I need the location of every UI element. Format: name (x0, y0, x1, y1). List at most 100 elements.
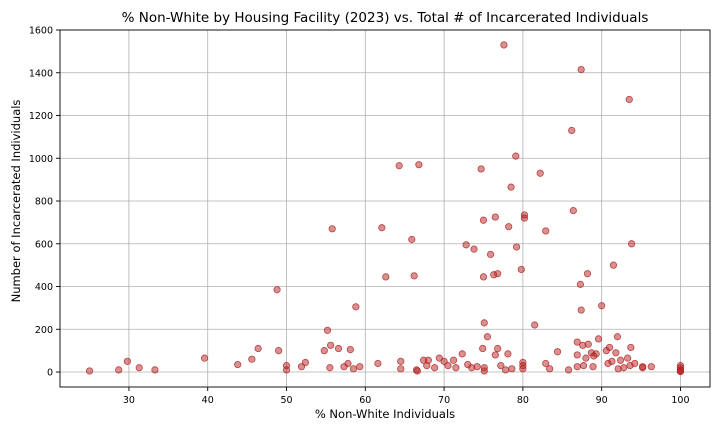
data-point (273, 286, 281, 294)
data-point (431, 364, 439, 372)
data-point (605, 343, 614, 352)
y-tick-label: 200 (35, 325, 53, 336)
y-tick-label: 800 (35, 197, 53, 208)
data-point (639, 364, 647, 372)
data-point (410, 272, 418, 280)
data-point (676, 368, 685, 376)
data-point (234, 360, 242, 369)
data-point (477, 165, 485, 173)
data-point (508, 365, 516, 373)
data-point (494, 344, 502, 353)
data-point (573, 363, 581, 371)
data-point (413, 367, 421, 375)
data-point (151, 366, 159, 374)
data-point (542, 227, 550, 235)
data-point (486, 250, 495, 259)
y-tick-label: 1000 (29, 154, 53, 165)
data-point (470, 245, 478, 253)
data-point (517, 265, 525, 274)
data-point (334, 344, 343, 353)
data-point (408, 235, 416, 244)
data-point (568, 126, 576, 135)
x-tick-label: 50 (280, 395, 292, 406)
x-axis-label: % Non-White Individuals (315, 407, 455, 421)
y-axis-ticks: 0 200 400 600 800 1000 1200 1400 1600 (29, 26, 60, 379)
data-point (327, 341, 335, 349)
data-point (576, 280, 584, 288)
y-tick-label: 1400 (29, 68, 53, 79)
data-point (573, 338, 581, 346)
data-point (444, 362, 452, 370)
data-point (356, 363, 364, 371)
data-point (344, 359, 352, 368)
y-tick-label: 600 (35, 239, 53, 250)
y-tick-label: 1200 (29, 111, 53, 122)
data-point (480, 319, 488, 327)
data-point (584, 340, 592, 348)
data-point (573, 351, 581, 359)
data-points (85, 41, 685, 376)
data-point (85, 367, 94, 375)
data-point (582, 354, 590, 362)
data-point (491, 213, 499, 221)
data-point (594, 335, 603, 343)
data-point (200, 354, 209, 362)
data-point (501, 366, 510, 374)
data-point (583, 270, 592, 278)
data-point (479, 344, 487, 353)
data-point (647, 363, 655, 371)
data-point (627, 343, 635, 352)
x-tick-label: 60 (359, 395, 371, 406)
x-axis-ticks: 30 40 50 60 70 80 90 100 (123, 387, 690, 406)
data-point (491, 351, 499, 359)
y-tick-label: 0 (47, 368, 53, 379)
data-point (569, 207, 577, 215)
data-point (483, 333, 492, 341)
data-point (135, 364, 143, 372)
data-point (631, 359, 639, 368)
x-tick-label: 80 (517, 395, 529, 406)
data-point (282, 366, 291, 374)
data-point (415, 161, 423, 169)
data-point (123, 357, 131, 365)
data-point (275, 347, 283, 355)
data-point (553, 348, 562, 356)
data-point (462, 241, 470, 249)
data-point (323, 326, 332, 334)
data-point (452, 364, 460, 372)
data-point (612, 349, 620, 357)
data-point (378, 224, 386, 232)
data-point (346, 345, 354, 354)
data-point (577, 65, 585, 74)
grid-lines (60, 29, 710, 387)
data-point (479, 216, 488, 224)
data-point (497, 362, 505, 370)
data-point (507, 183, 515, 191)
data-point (382, 273, 390, 281)
x-tick-label: 70 (438, 395, 450, 406)
x-tick-label: 90 (596, 395, 608, 406)
data-point (480, 367, 488, 375)
data-point (374, 359, 382, 368)
data-point (458, 350, 466, 358)
data-point (609, 261, 618, 269)
data-point (512, 243, 521, 251)
y-tick-label: 400 (35, 282, 53, 293)
data-point (624, 354, 632, 362)
data-point (397, 357, 405, 365)
data-point (620, 364, 628, 372)
data-point (608, 357, 616, 365)
y-tick-label: 1600 (29, 26, 53, 37)
data-point (536, 169, 544, 177)
data-point (520, 211, 529, 219)
x-tick-label: 30 (123, 395, 135, 406)
data-point (512, 152, 520, 160)
data-point (395, 162, 403, 170)
data-point (473, 363, 481, 371)
data-point (598, 302, 606, 310)
x-tick-label: 40 (202, 395, 214, 406)
chart-title: % Non-White by Housing Facility (2023) v… (122, 10, 649, 26)
y-axis-label: Number of Incarcerated Individuals (9, 100, 23, 303)
data-point (320, 347, 328, 355)
